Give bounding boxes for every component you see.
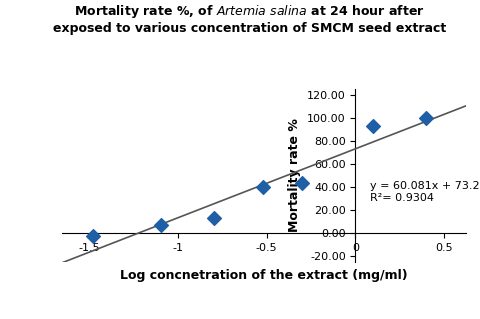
Point [89, 234, 97, 239]
Point [369, 123, 376, 128]
Point [259, 184, 266, 189]
Point [157, 223, 165, 228]
Point [422, 115, 430, 121]
Text: Mortality rate %, of $\it{Artemia\ salina}$ at 24 hour after
exposed to various : Mortality rate %, of $\it{Artemia\ salin… [53, 3, 446, 35]
Text: y = 60.081x + 73.225
R²= 0.9304: y = 60.081x + 73.225 R²= 0.9304 [370, 181, 480, 203]
X-axis label: Log concnetration of the extract (mg/ml): Log concnetration of the extract (mg/ml) [120, 269, 408, 282]
Point [298, 181, 306, 186]
Point [210, 215, 218, 220]
Y-axis label: Mortality rate %: Mortality rate % [288, 119, 301, 232]
